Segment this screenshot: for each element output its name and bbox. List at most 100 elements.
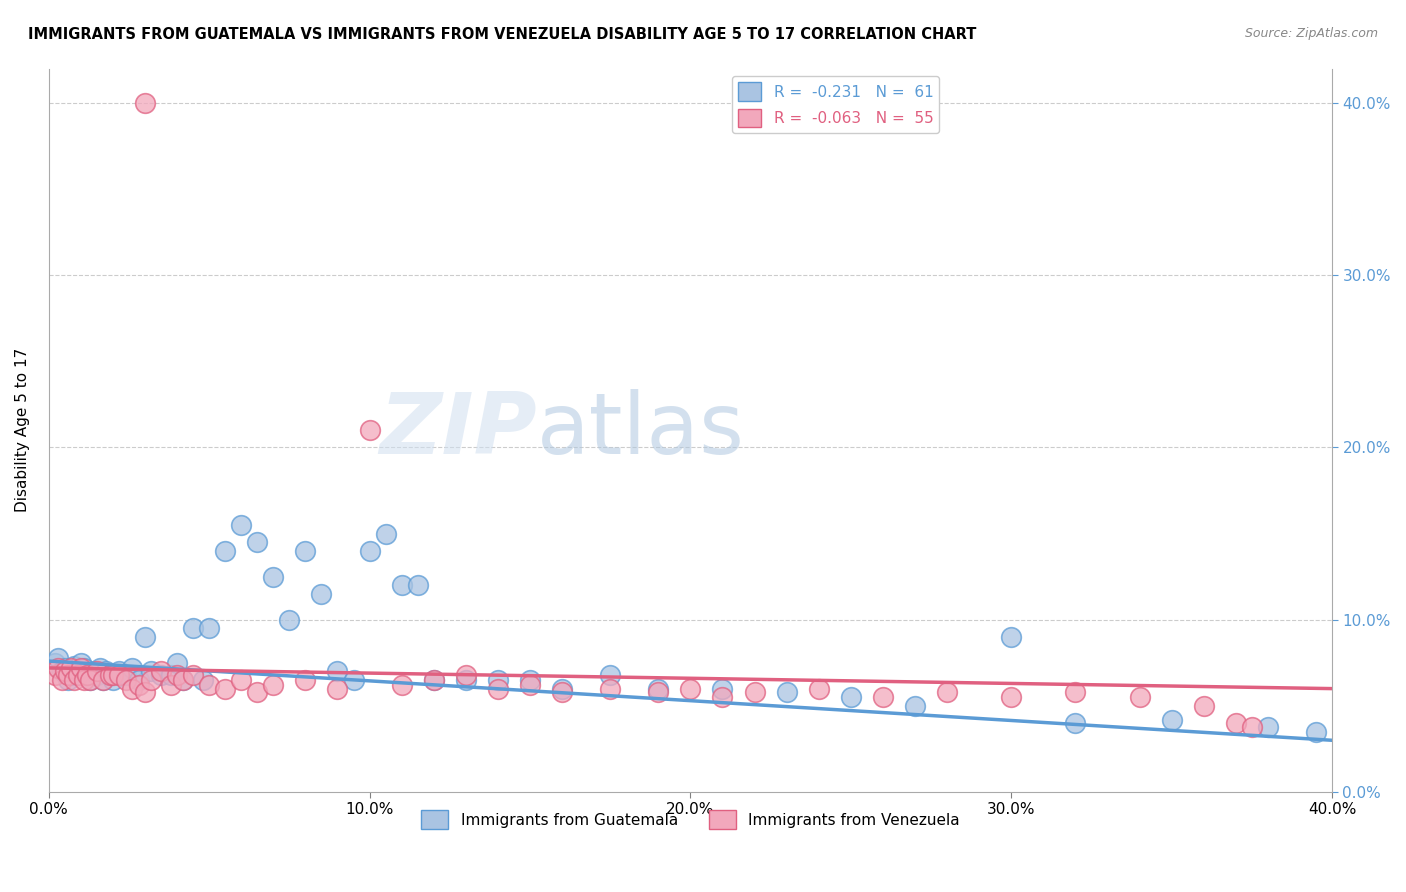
Point — [73, 673, 96, 687]
Text: atlas: atlas — [537, 389, 744, 472]
Point — [359, 544, 381, 558]
Point — [60, 668, 83, 682]
Point — [63, 659, 86, 673]
Point — [79, 673, 101, 687]
Point — [214, 544, 236, 558]
Point — [936, 685, 959, 699]
Point — [1192, 698, 1215, 713]
Text: IMMIGRANTS FROM GUATEMALA VS IMMIGRANTS FROM VENEZUELA DISABILITY AGE 5 TO 17 CO: IMMIGRANTS FROM GUATEMALA VS IMMIGRANTS … — [28, 27, 977, 42]
Point — [359, 423, 381, 437]
Point — [141, 673, 163, 687]
Point — [599, 681, 621, 696]
Point — [98, 668, 121, 682]
Point — [79, 673, 101, 687]
Point — [422, 673, 444, 687]
Point — [69, 656, 91, 670]
Point — [128, 673, 150, 687]
Point — [150, 665, 173, 679]
Point — [76, 668, 98, 682]
Point — [69, 661, 91, 675]
Point — [121, 681, 143, 696]
Point — [66, 668, 89, 682]
Point — [44, 656, 66, 670]
Point — [326, 665, 349, 679]
Point — [454, 668, 477, 682]
Point — [1064, 716, 1087, 731]
Point — [486, 681, 509, 696]
Point — [60, 661, 83, 675]
Point — [63, 673, 86, 687]
Point — [647, 685, 669, 699]
Point — [1240, 719, 1263, 733]
Point — [56, 673, 79, 687]
Point — [231, 518, 253, 533]
Point — [326, 681, 349, 696]
Point — [56, 668, 79, 682]
Text: ZIP: ZIP — [378, 389, 537, 472]
Point — [101, 668, 124, 682]
Point — [91, 673, 114, 687]
Point — [76, 668, 98, 682]
Point — [48, 650, 70, 665]
Point — [86, 665, 108, 679]
Point — [173, 673, 195, 687]
Point — [406, 578, 429, 592]
Point — [114, 668, 136, 682]
Point — [101, 673, 124, 687]
Point — [1225, 716, 1247, 731]
Point — [191, 673, 214, 687]
Point — [391, 678, 413, 692]
Text: Source: ZipAtlas.com: Source: ZipAtlas.com — [1244, 27, 1378, 40]
Point — [294, 544, 316, 558]
Point — [134, 685, 156, 699]
Point — [246, 535, 269, 549]
Point — [1160, 713, 1182, 727]
Point — [278, 613, 301, 627]
Point — [294, 673, 316, 687]
Point — [904, 698, 927, 713]
Y-axis label: Disability Age 5 to 17: Disability Age 5 to 17 — [15, 348, 30, 512]
Point — [181, 621, 204, 635]
Legend: Immigrants from Guatemala, Immigrants from Venezuela: Immigrants from Guatemala, Immigrants fr… — [415, 804, 966, 835]
Point — [108, 668, 131, 682]
Point — [150, 668, 173, 682]
Point — [647, 681, 669, 696]
Point — [134, 630, 156, 644]
Point — [311, 587, 333, 601]
Point — [839, 690, 862, 705]
Point — [711, 690, 734, 705]
Point — [262, 569, 284, 583]
Point — [679, 681, 702, 696]
Point — [342, 673, 364, 687]
Point — [128, 678, 150, 692]
Point — [51, 673, 73, 687]
Point — [391, 578, 413, 592]
Point — [374, 526, 396, 541]
Point — [599, 668, 621, 682]
Point — [89, 661, 111, 675]
Point — [1257, 719, 1279, 733]
Point — [48, 661, 70, 675]
Point — [519, 678, 541, 692]
Point — [214, 681, 236, 696]
Point — [86, 668, 108, 682]
Point — [51, 665, 73, 679]
Point — [141, 665, 163, 679]
Point — [159, 678, 181, 692]
Point — [1000, 630, 1022, 644]
Point — [166, 656, 188, 670]
Point — [776, 685, 799, 699]
Point — [121, 661, 143, 675]
Point — [1000, 690, 1022, 705]
Point — [198, 678, 221, 692]
Point — [519, 673, 541, 687]
Point — [1305, 724, 1327, 739]
Point — [262, 678, 284, 692]
Point — [173, 673, 195, 687]
Point — [83, 665, 105, 679]
Point — [166, 668, 188, 682]
Point — [711, 681, 734, 696]
Point — [44, 668, 66, 682]
Point — [134, 95, 156, 110]
Point — [198, 621, 221, 635]
